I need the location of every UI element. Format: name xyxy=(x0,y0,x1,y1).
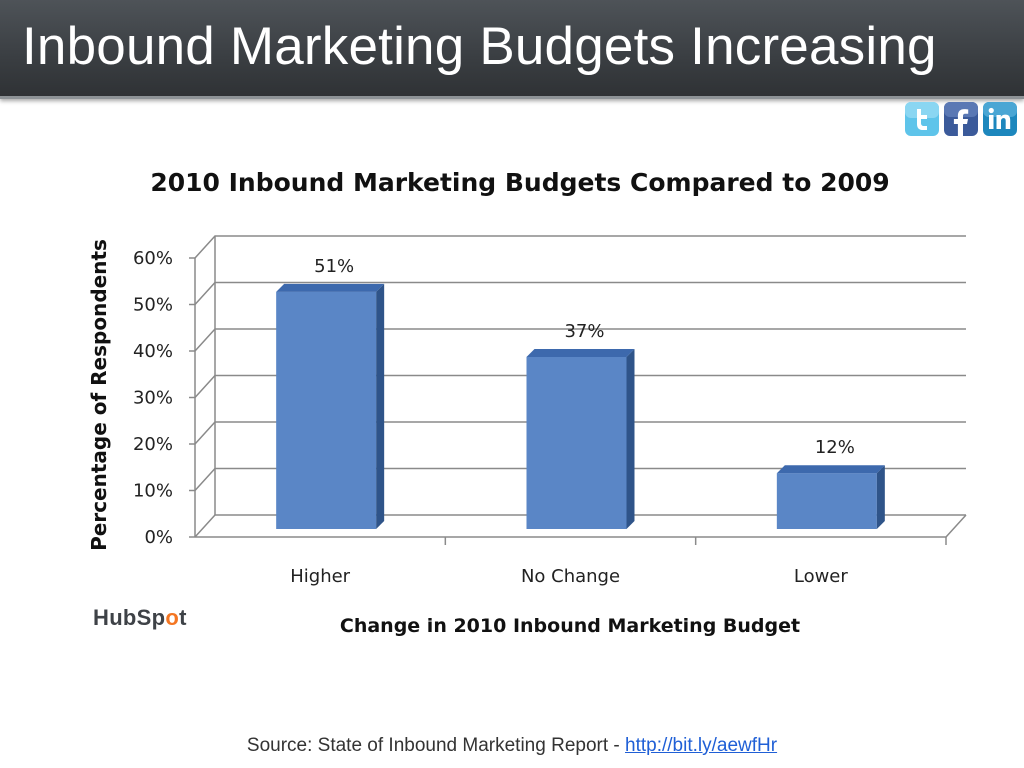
linkedin-icon[interactable] xyxy=(983,102,1017,136)
hubspot-logo: HubSpot xyxy=(93,605,187,631)
x-tick-label: Higher xyxy=(290,566,350,587)
bar xyxy=(526,348,635,529)
gridline xyxy=(189,514,966,538)
bar xyxy=(776,465,885,529)
slide-title: Inbound Marketing Budgets Increasing xyxy=(22,17,937,76)
gridline xyxy=(189,281,966,306)
twitter-icon[interactable] xyxy=(905,102,939,136)
y-axis-title: Percentage of Respondents xyxy=(87,239,111,551)
y-tick-label: 10% xyxy=(133,481,173,502)
gridline xyxy=(189,467,966,492)
bars: 51% 37% 12% xyxy=(276,256,885,529)
y-axis-ticks: 0% 10% 20% 30% 40% 50% 60% xyxy=(133,248,173,548)
hubspot-logo-text-3: t xyxy=(179,605,187,630)
y-tick-label: 30% xyxy=(133,388,173,409)
data-label: 51% xyxy=(314,256,354,277)
gridlines xyxy=(189,235,967,538)
x-axis-title: Change in 2010 Inbound Marketing Budget xyxy=(340,615,800,637)
x-tick-label: No Change xyxy=(521,566,620,587)
y-tick-label: 50% xyxy=(133,295,173,316)
gridline xyxy=(189,421,966,445)
y-tick-label: 0% xyxy=(144,527,173,548)
source-link[interactable]: http://bit.ly/aewfHr xyxy=(625,735,778,756)
source-citation: Source: State of Inbound Marketing Repor… xyxy=(0,735,1024,757)
chart-title: 2010 Inbound Marketing Budgets Compared … xyxy=(150,168,889,197)
y-tick-label: 40% xyxy=(133,341,173,362)
source-text: Source: State of Inbound Marketing Repor… xyxy=(246,735,626,756)
data-label: 12% xyxy=(815,437,855,458)
x-tick-label: Lower xyxy=(794,566,849,587)
bar xyxy=(276,283,385,529)
facebook-icon[interactable] xyxy=(944,102,978,136)
gridline xyxy=(189,328,966,352)
hubspot-logo-sprocket: o xyxy=(165,605,180,630)
y-tick-label: 60% xyxy=(133,248,173,269)
slide-header: Inbound Marketing Budgets Increasing xyxy=(0,0,1024,99)
y-tick-label: 20% xyxy=(133,434,173,455)
hubspot-logo-text-1: HubSp xyxy=(93,605,166,630)
bar-chart: 2010 Inbound Marketing Budgets Compared … xyxy=(87,168,967,637)
gridline xyxy=(189,374,966,399)
gridline xyxy=(189,235,966,259)
x-axis: Higher No Change Lower xyxy=(290,537,947,587)
data-label: 37% xyxy=(564,321,604,342)
